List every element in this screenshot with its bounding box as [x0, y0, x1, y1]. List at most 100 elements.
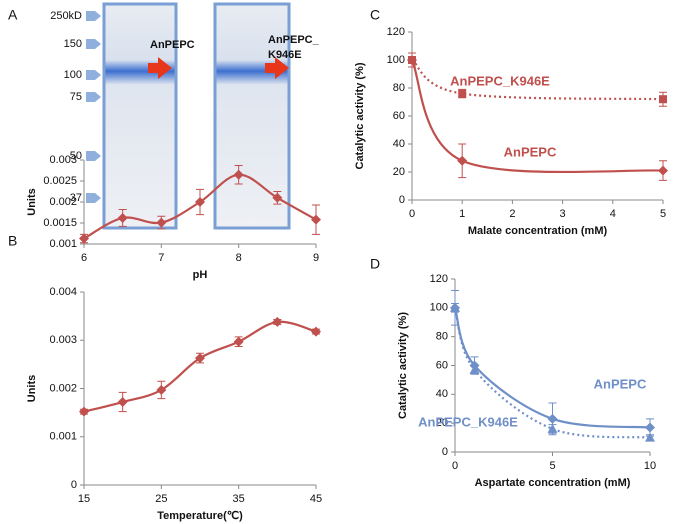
- x-tick-label: 35: [233, 493, 245, 505]
- y-tick-label: 0.001: [49, 238, 77, 250]
- gel-lane: [213, 2, 291, 230]
- data-point: [272, 316, 283, 327]
- y-tick-label: 20: [436, 417, 448, 429]
- ladder-arrow: [86, 70, 101, 80]
- panel-label: A: [8, 7, 18, 23]
- x-tick-label: 10: [644, 460, 656, 472]
- data-point: [658, 165, 668, 176]
- y-tick-label: 60: [393, 110, 405, 122]
- ladder-label: 250kD: [50, 10, 82, 22]
- y-tick-label: 0.0015: [43, 217, 77, 229]
- y-tick-label: 120: [430, 273, 448, 285]
- x-tick-label: 3: [560, 208, 566, 220]
- gel-panel: A: [8, 2, 291, 230]
- data-point: [469, 364, 480, 374]
- x-axis-title: Malate concentration (mM): [468, 225, 608, 237]
- series-label: AnPEPC_K946E: [418, 414, 518, 429]
- y-tick-label: 0: [71, 479, 77, 491]
- data-point: [311, 214, 321, 225]
- data-point: [79, 406, 89, 417]
- x-tick-label: 25: [155, 493, 167, 505]
- data-point: [195, 197, 205, 207]
- panel-label: C: [370, 7, 380, 23]
- data-point: [233, 169, 244, 180]
- y-tick-label: 0.003: [49, 154, 77, 166]
- y-tick-label: 120: [387, 26, 405, 38]
- x-tick-label: 8: [236, 252, 242, 264]
- ladder-arrow: [86, 151, 101, 161]
- x-tick-label: 5: [660, 208, 666, 220]
- y-tick-label: 0: [442, 446, 448, 458]
- data-point: [408, 56, 416, 64]
- y-tick-label: 20: [393, 166, 405, 178]
- data-point: [233, 336, 244, 347]
- y-tick-label: 0.002: [49, 196, 77, 208]
- data-point: [156, 384, 167, 395]
- series-line: [410, 59, 664, 174]
- ladder-label: 150: [64, 38, 82, 50]
- data-point: [156, 217, 167, 228]
- x-tick-label: 2: [509, 208, 515, 220]
- series-label: AnPEPC_K946E: [450, 73, 550, 88]
- x-axis-title: pH: [193, 269, 208, 281]
- y-tick-label: 0.001: [49, 431, 77, 443]
- band-arrow: [265, 57, 289, 79]
- ladder-arrow: [86, 193, 101, 203]
- y-axis-title: Units: [26, 375, 38, 403]
- lane-label: K946E: [268, 49, 302, 61]
- band-arrow: [148, 57, 172, 79]
- y-tick-label: 80: [436, 331, 448, 343]
- y-tick-label: 100: [430, 302, 448, 314]
- y-tick-label: 40: [393, 138, 405, 150]
- ladder-label: 37: [70, 192, 82, 204]
- y-tick-label: 0.002: [49, 382, 77, 394]
- y-tick-label: 40: [436, 388, 448, 400]
- y-tick-label: 80: [393, 82, 405, 94]
- data-point: [645, 432, 655, 442]
- data-point: [117, 212, 128, 223]
- series-label: AnPEPC: [594, 376, 647, 391]
- y-tick-label: 0: [399, 194, 405, 206]
- series-line: [83, 320, 317, 413]
- data-point: [272, 192, 283, 203]
- x-tick-label: 4: [610, 208, 616, 220]
- series-line: [453, 307, 651, 439]
- x-tick-label: 45: [310, 493, 322, 505]
- y-axis-title: Catalytic activity (%): [354, 62, 366, 169]
- ladder-label: 50: [70, 150, 82, 162]
- x-axis-title: Temperature(℃): [157, 510, 243, 522]
- x-tick-label: 5: [549, 460, 555, 472]
- data-point: [547, 413, 558, 424]
- ladder-arrow: [86, 39, 101, 49]
- series-label: AnPEPC: [504, 144, 557, 159]
- data-point: [311, 326, 321, 337]
- data-point: [547, 423, 558, 433]
- x-tick-label: 15: [78, 493, 90, 505]
- y-tick-label: 0.0025: [43, 175, 77, 187]
- y-tick-label: 0.004: [49, 286, 77, 298]
- ladder-arrow: [86, 11, 101, 21]
- x-tick-label: 9: [313, 252, 319, 264]
- lane-label: AnPEPC: [150, 39, 195, 51]
- y-tick-label: 60: [436, 359, 448, 371]
- data-point: [458, 89, 467, 98]
- data-point: [450, 302, 460, 312]
- lane-label: AnPEPC_: [268, 34, 320, 46]
- y-axis-title: Units: [26, 188, 38, 216]
- y-tick-label: 0.003: [49, 334, 77, 346]
- y-tick-label: 100: [387, 54, 405, 66]
- x-tick-label: 7: [158, 252, 164, 264]
- x-tick-label: 0: [452, 460, 458, 472]
- gel-lane: [102, 2, 178, 230]
- x-axis-title: Aspartate concentration (mM): [475, 477, 631, 489]
- data-point: [117, 397, 128, 408]
- series-line: [411, 59, 664, 101]
- data-point: [659, 95, 667, 104]
- data-point: [195, 353, 205, 364]
- chart: B 0.001 0.0015 0.002 0.0025 0.003 6 7 8 9 pH Units: [8, 154, 321, 281]
- chart: D 0 20 40 60 80 100 120 0 5 10 Aspartate concentrat…: [370, 256, 656, 489]
- ladder-arrow: [86, 92, 101, 102]
- chart: 0 0.001 0.002 0.003 0.004 15 25 35 45 Temperature…: [26, 286, 322, 522]
- data-point: [79, 233, 89, 244]
